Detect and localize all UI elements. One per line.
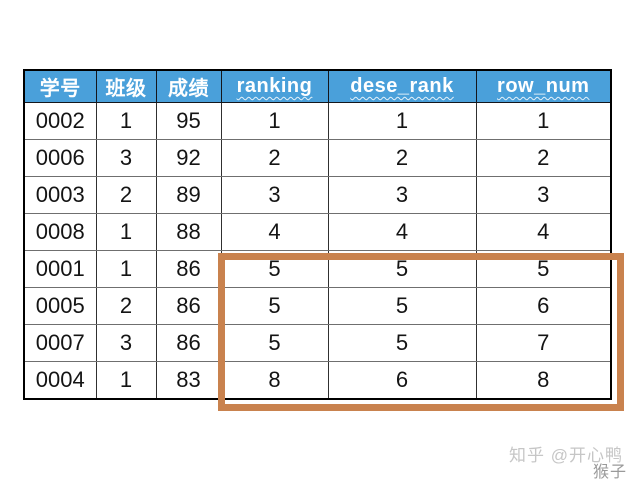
table-row: 0003 2 89 3 3 3: [23, 176, 612, 214]
ranking-table: 学号 班级 成绩 ranking dese_rank row_num 0002 1…: [23, 69, 612, 400]
table-cell: 0004: [23, 361, 97, 400]
table-cell: 5: [220, 287, 329, 325]
table-cell: 5: [327, 250, 477, 288]
table-cell: 4: [220, 213, 329, 251]
table-cell: 0003: [23, 176, 97, 214]
table-cell: 0005: [23, 287, 97, 325]
table-row: 0001 1 86 5 5 5: [23, 250, 612, 288]
table-cell: 3: [475, 176, 612, 214]
table-cell: 5: [475, 250, 612, 288]
data-table-wrap: 学号 班级 成绩 ranking dese_rank row_num 0002 1…: [23, 69, 612, 400]
column-header-ranking: ranking: [220, 69, 329, 103]
column-header-label: 班级: [105, 78, 147, 100]
column-header-student-id: 学号: [23, 69, 97, 103]
table-cell: 5: [220, 324, 329, 362]
table-cell: 3: [220, 176, 329, 214]
column-header-label: row_num: [497, 75, 590, 97]
table-cell: 2: [327, 139, 477, 177]
table-row: 0004 1 83 8 6 8: [23, 361, 612, 400]
watermark-zhihu: 知乎 @开心鸭: [509, 446, 623, 465]
table-cell: 0001: [23, 250, 97, 288]
table-cell: 92: [155, 139, 222, 177]
table-cell: 3: [95, 324, 157, 362]
column-header-row-num: row_num: [475, 69, 612, 103]
table-row: 0005 2 86 5 5 6: [23, 287, 612, 325]
table-cell: 2: [475, 139, 612, 177]
table-body: 0002 1 95 1 1 1 0006 3 92 2 2 2 0003 2 89 3 3 3 0008 1 88 4 4 4…: [23, 102, 612, 400]
table-cell: 1: [327, 102, 477, 140]
table-cell: 86: [155, 324, 222, 362]
table-row: 0002 1 95 1 1 1: [23, 102, 612, 140]
table-cell: 6: [475, 287, 612, 325]
table-cell: 86: [155, 250, 222, 288]
table-cell: 7: [475, 324, 612, 362]
table-cell: 1: [220, 102, 329, 140]
table-cell: 8: [475, 361, 612, 400]
table-cell: 1: [95, 213, 157, 251]
table-cell: 0006: [23, 139, 97, 177]
table-cell: 83: [155, 361, 222, 400]
table-cell: 89: [155, 176, 222, 214]
table-cell: 88: [155, 213, 222, 251]
table-cell: 1: [95, 361, 157, 400]
column-header-label: ranking: [236, 75, 313, 97]
table-cell: 4: [475, 213, 612, 251]
table-row: 0007 3 86 5 5 7: [23, 324, 612, 362]
column-header-score: 成绩: [155, 69, 222, 103]
table-cell: 0008: [23, 213, 97, 251]
table-cell: 0007: [23, 324, 97, 362]
table-cell: 0002: [23, 102, 97, 140]
column-header-label: 成绩: [168, 78, 209, 100]
table-cell: 6: [327, 361, 477, 400]
table-cell: 5: [327, 287, 477, 325]
table-cell: 95: [155, 102, 222, 140]
column-header-label: dese_rank: [350, 75, 454, 97]
table-cell: 2: [220, 139, 329, 177]
header-row: 学号 班级 成绩 ranking dese_rank row_num: [23, 69, 612, 103]
table-cell: 1: [475, 102, 612, 140]
watermark-author: 猴子: [592, 464, 627, 481]
table-row: 0006 3 92 2 2 2: [23, 139, 612, 177]
table-row: 0008 1 88 4 4 4: [23, 213, 612, 251]
table-cell: 1: [95, 250, 157, 288]
column-header-dese-rank: dese_rank: [327, 69, 477, 103]
table-cell: 3: [327, 176, 477, 214]
table-cell: 5: [327, 324, 477, 362]
table-cell: 3: [95, 139, 157, 177]
column-header-class: 班级: [95, 69, 157, 103]
table-cell: 2: [95, 287, 157, 325]
column-header-label: 学号: [39, 78, 81, 100]
table-cell: 86: [155, 287, 222, 325]
table-cell: 2: [95, 176, 157, 214]
table-cell: 1: [95, 102, 157, 140]
table-cell: 8: [220, 361, 329, 400]
table-cell: 5: [220, 250, 329, 288]
table-cell: 4: [327, 213, 477, 251]
